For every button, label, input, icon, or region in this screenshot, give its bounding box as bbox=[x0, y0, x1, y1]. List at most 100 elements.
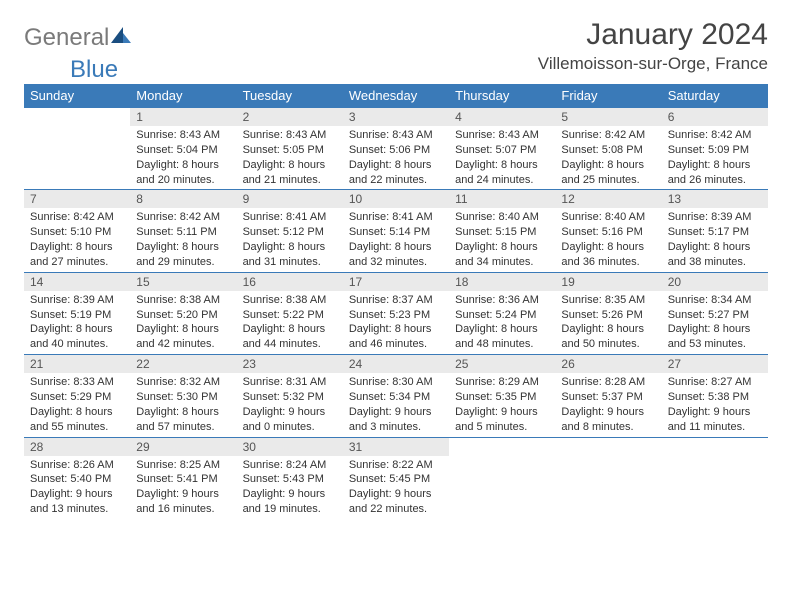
day-line: Daylight: 8 hours bbox=[668, 240, 762, 255]
calendar-week-row: 7Sunrise: 8:42 AMSunset: 5:10 PMDaylight… bbox=[24, 190, 768, 272]
day-line: and 26 minutes. bbox=[668, 173, 762, 188]
day-content: Sunrise: 8:42 AMSunset: 5:08 PMDaylight:… bbox=[555, 126, 661, 189]
day-line: Sunrise: 8:25 AM bbox=[136, 458, 230, 473]
day-content: Sunrise: 8:31 AMSunset: 5:32 PMDaylight:… bbox=[237, 373, 343, 436]
day-line: and 44 minutes. bbox=[243, 337, 337, 352]
calendar-week-row: 1Sunrise: 8:43 AMSunset: 5:04 PMDaylight… bbox=[24, 108, 768, 190]
title-block: January 2024 Villemoisson-sur-Orge, Fran… bbox=[538, 18, 768, 74]
day-line: Daylight: 8 hours bbox=[30, 405, 124, 420]
calendar-cell: 14Sunrise: 8:39 AMSunset: 5:19 PMDayligh… bbox=[24, 272, 130, 354]
day-line: and 16 minutes. bbox=[136, 502, 230, 517]
day-header: Tuesday bbox=[237, 84, 343, 108]
day-content: Sunrise: 8:43 AMSunset: 5:06 PMDaylight:… bbox=[343, 126, 449, 189]
day-line: and 22 minutes. bbox=[349, 173, 443, 188]
day-content: Sunrise: 8:43 AMSunset: 5:04 PMDaylight:… bbox=[130, 126, 236, 189]
day-content: Sunrise: 8:39 AMSunset: 5:17 PMDaylight:… bbox=[662, 208, 768, 271]
day-header: Saturday bbox=[662, 84, 768, 108]
day-content: Sunrise: 8:25 AMSunset: 5:41 PMDaylight:… bbox=[130, 456, 236, 519]
day-line: and 21 minutes. bbox=[243, 173, 337, 188]
day-line: Daylight: 8 hours bbox=[136, 405, 230, 420]
day-line: Sunset: 5:09 PM bbox=[668, 143, 762, 158]
day-line: Sunset: 5:05 PM bbox=[243, 143, 337, 158]
day-content: Sunrise: 8:40 AMSunset: 5:16 PMDaylight:… bbox=[555, 208, 661, 271]
day-line: Daylight: 9 hours bbox=[136, 487, 230, 502]
day-number: 25 bbox=[449, 355, 555, 373]
day-line: Sunrise: 8:42 AM bbox=[668, 128, 762, 143]
day-number: 20 bbox=[662, 273, 768, 291]
day-number: 18 bbox=[449, 273, 555, 291]
day-header: Sunday bbox=[24, 84, 130, 108]
day-content: Sunrise: 8:26 AMSunset: 5:40 PMDaylight:… bbox=[24, 456, 130, 519]
day-line: Sunrise: 8:38 AM bbox=[243, 293, 337, 308]
day-line: Sunrise: 8:22 AM bbox=[349, 458, 443, 473]
day-line: and 13 minutes. bbox=[30, 502, 124, 517]
day-content: Sunrise: 8:32 AMSunset: 5:30 PMDaylight:… bbox=[130, 373, 236, 436]
day-line: Sunset: 5:20 PM bbox=[136, 308, 230, 323]
day-content: Sunrise: 8:41 AMSunset: 5:12 PMDaylight:… bbox=[237, 208, 343, 271]
day-header: Friday bbox=[555, 84, 661, 108]
day-line: and 31 minutes. bbox=[243, 255, 337, 270]
day-line: Sunset: 5:43 PM bbox=[243, 472, 337, 487]
calendar-cell: 17Sunrise: 8:37 AMSunset: 5:23 PMDayligh… bbox=[343, 272, 449, 354]
calendar-cell: 8Sunrise: 8:42 AMSunset: 5:11 PMDaylight… bbox=[130, 190, 236, 272]
calendar-cell: 30Sunrise: 8:24 AMSunset: 5:43 PMDayligh… bbox=[237, 437, 343, 519]
day-line: Daylight: 8 hours bbox=[30, 240, 124, 255]
day-content: Sunrise: 8:28 AMSunset: 5:37 PMDaylight:… bbox=[555, 373, 661, 436]
day-header: Wednesday bbox=[343, 84, 449, 108]
calendar-cell: 25Sunrise: 8:29 AMSunset: 5:35 PMDayligh… bbox=[449, 355, 555, 437]
day-line: Sunset: 5:04 PM bbox=[136, 143, 230, 158]
calendar-cell bbox=[24, 108, 130, 190]
day-line: Sunrise: 8:42 AM bbox=[136, 210, 230, 225]
day-number: 9 bbox=[237, 190, 343, 208]
day-number: 11 bbox=[449, 190, 555, 208]
day-line: Sunset: 5:14 PM bbox=[349, 225, 443, 240]
day-content: Sunrise: 8:36 AMSunset: 5:24 PMDaylight:… bbox=[449, 291, 555, 354]
day-line: Sunrise: 8:43 AM bbox=[349, 128, 443, 143]
calendar-cell: 5Sunrise: 8:42 AMSunset: 5:08 PMDaylight… bbox=[555, 108, 661, 190]
calendar-cell: 2Sunrise: 8:43 AMSunset: 5:05 PMDaylight… bbox=[237, 108, 343, 190]
day-number: 19 bbox=[555, 273, 661, 291]
day-number: 31 bbox=[343, 438, 449, 456]
calendar-cell: 6Sunrise: 8:42 AMSunset: 5:09 PMDaylight… bbox=[662, 108, 768, 190]
calendar-cell: 12Sunrise: 8:40 AMSunset: 5:16 PMDayligh… bbox=[555, 190, 661, 272]
day-number: 13 bbox=[662, 190, 768, 208]
day-line: Daylight: 9 hours bbox=[349, 405, 443, 420]
day-line: Daylight: 8 hours bbox=[243, 240, 337, 255]
day-line: Sunrise: 8:41 AM bbox=[243, 210, 337, 225]
day-line: and 3 minutes. bbox=[349, 420, 443, 435]
day-line: and 36 minutes. bbox=[561, 255, 655, 270]
calendar-week-row: 28Sunrise: 8:26 AMSunset: 5:40 PMDayligh… bbox=[24, 437, 768, 519]
calendar-cell: 18Sunrise: 8:36 AMSunset: 5:24 PMDayligh… bbox=[449, 272, 555, 354]
day-line: Daylight: 9 hours bbox=[668, 405, 762, 420]
day-line: Daylight: 8 hours bbox=[30, 322, 124, 337]
day-line: Daylight: 8 hours bbox=[349, 322, 443, 337]
day-line: Sunset: 5:41 PM bbox=[136, 472, 230, 487]
day-line: Sunset: 5:27 PM bbox=[668, 308, 762, 323]
day-content: Sunrise: 8:33 AMSunset: 5:29 PMDaylight:… bbox=[24, 373, 130, 436]
day-number: 6 bbox=[662, 108, 768, 126]
day-line: Daylight: 9 hours bbox=[561, 405, 655, 420]
day-line: Sunset: 5:24 PM bbox=[455, 308, 549, 323]
day-line: and 22 minutes. bbox=[349, 502, 443, 517]
day-line: Sunset: 5:26 PM bbox=[561, 308, 655, 323]
day-number: 27 bbox=[662, 355, 768, 373]
day-line: Daylight: 8 hours bbox=[561, 240, 655, 255]
logo-triangle-icon bbox=[109, 25, 131, 47]
day-line: Sunrise: 8:41 AM bbox=[349, 210, 443, 225]
day-line: Sunrise: 8:27 AM bbox=[668, 375, 762, 390]
day-line: Daylight: 9 hours bbox=[30, 487, 124, 502]
day-line: Sunrise: 8:37 AM bbox=[349, 293, 443, 308]
day-content: Sunrise: 8:35 AMSunset: 5:26 PMDaylight:… bbox=[555, 291, 661, 354]
day-line: Daylight: 8 hours bbox=[243, 158, 337, 173]
day-number: 24 bbox=[343, 355, 449, 373]
day-line: Sunrise: 8:24 AM bbox=[243, 458, 337, 473]
day-line: Sunset: 5:08 PM bbox=[561, 143, 655, 158]
calendar-cell: 1Sunrise: 8:43 AMSunset: 5:04 PMDaylight… bbox=[130, 108, 236, 190]
calendar-cell bbox=[662, 437, 768, 519]
day-number: 4 bbox=[449, 108, 555, 126]
day-line: and 50 minutes. bbox=[561, 337, 655, 352]
logo-text-general: General bbox=[24, 24, 109, 52]
day-line: Daylight: 8 hours bbox=[561, 322, 655, 337]
day-line: Daylight: 8 hours bbox=[668, 322, 762, 337]
location-text: Villemoisson-sur-Orge, France bbox=[538, 54, 768, 74]
